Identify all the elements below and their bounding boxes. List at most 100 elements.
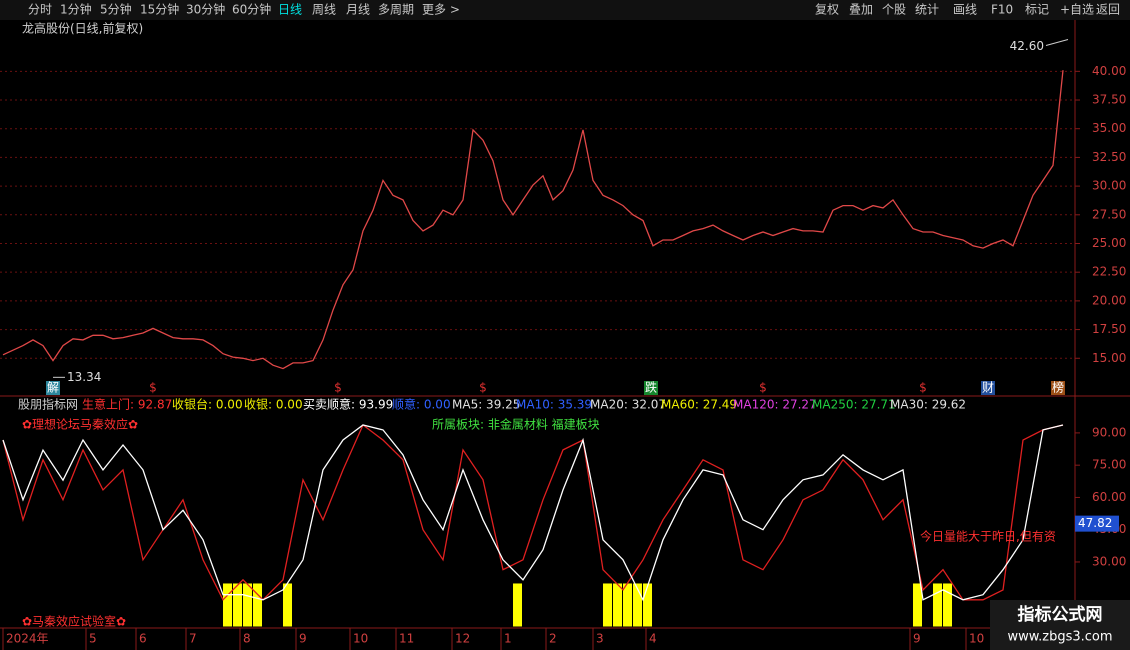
- toolbar-tab[interactable]: 更多 >: [422, 3, 460, 17]
- annotation: 所属板块: 非金属材料 福建板块: [432, 417, 600, 432]
- y-tick-label: 22.50: [1092, 265, 1126, 279]
- x-tick-label: 9: [913, 632, 921, 646]
- event-marker[interactable]: $: [149, 381, 157, 395]
- indicator-readout: MA10: 35.39: [516, 398, 592, 412]
- event-marker[interactable]: $: [759, 381, 767, 395]
- watermark-url: www.zbgs3.com: [1007, 630, 1112, 645]
- y-tick-label: 20.00: [1092, 293, 1126, 307]
- y-tick-label: 60.00: [1092, 490, 1126, 504]
- y-tick-label: 75.00: [1092, 458, 1126, 472]
- annotation: 今日量能大于昨日,但有资: [920, 529, 1056, 544]
- x-tick-label: 10: [353, 632, 368, 646]
- toolbar-button[interactable]: 个股: [882, 3, 906, 17]
- bar: [233, 583, 242, 627]
- y-tick-label: 40.00: [1092, 64, 1126, 78]
- line: [2, 70, 1064, 370]
- y-tick-label: 32.50: [1092, 150, 1126, 164]
- event-marker-bg: [981, 381, 995, 395]
- toolbar-tab[interactable]: 月线: [346, 3, 370, 17]
- toolbar-button[interactable]: 叠加: [849, 3, 873, 17]
- event-marker[interactable]: 解: [47, 381, 59, 395]
- y-tick-label: 25.00: [1092, 236, 1126, 250]
- bar: [603, 583, 612, 627]
- indicator-readout: 收银: 0.00: [244, 398, 303, 412]
- x-tick-label: 11: [399, 632, 414, 646]
- toolbar-tab[interactable]: 周线: [312, 3, 336, 17]
- indicator-readout: MA20: 32.07: [590, 398, 666, 412]
- indicator-title: 股朋指标网: [18, 397, 78, 412]
- x-tick-label: 12: [455, 632, 470, 646]
- event-marker[interactable]: 财: [982, 381, 994, 395]
- indicator-readout: 收银台: 0.00: [172, 397, 243, 412]
- x-tick-label: 8: [243, 632, 251, 646]
- bar: [913, 583, 922, 627]
- bar: [943, 583, 952, 627]
- x-tick-label: 2: [549, 632, 557, 646]
- toolbar-button[interactable]: 复权: [815, 3, 839, 17]
- x-tick-label: 7: [189, 632, 197, 646]
- bar: [933, 583, 942, 627]
- x-tick-label: 5: [89, 632, 97, 646]
- event-marker[interactable]: $: [479, 381, 487, 395]
- y-tick-label: 17.50: [1092, 322, 1126, 336]
- toolbar-button[interactable]: F10: [991, 3, 1013, 17]
- bar: [283, 583, 292, 627]
- y-tick-label: 15.00: [1092, 351, 1126, 365]
- indicator-readout: MA250: 27.71: [812, 398, 896, 412]
- toolbar-button[interactable]: +自选: [1060, 3, 1094, 17]
- x-tick-label: 6: [139, 632, 147, 646]
- toolbar-button[interactable]: 返回: [1096, 3, 1120, 17]
- line: [2, 423, 1064, 601]
- y-tick-label: 30.00: [1092, 179, 1126, 193]
- x-tick-label: 4: [649, 632, 657, 646]
- y-tick-label: 27.50: [1092, 207, 1126, 221]
- toolbar-tab[interactable]: 1分钟: [60, 2, 92, 17]
- toolbar-tab[interactable]: 30分钟: [186, 2, 225, 17]
- indicator-readout: 买卖顺意: 93.99: [303, 397, 393, 412]
- x-tick-label: 3: [596, 632, 604, 646]
- x-tick-label: 9: [299, 632, 307, 646]
- x-tick-label: 1: [504, 632, 512, 646]
- price-title: 龙高股份(日线,前复权): [22, 21, 143, 36]
- event-marker-bg: [46, 381, 60, 395]
- toolbar-tab[interactable]: 多周期: [378, 3, 414, 17]
- watermark-title: 指标公式网: [1018, 604, 1103, 625]
- event-marker[interactable]: 跌: [645, 380, 657, 395]
- event-marker[interactable]: 榜: [1052, 380, 1064, 395]
- bar: [643, 583, 652, 627]
- indicator-readout: 顺意: 0.00: [392, 397, 451, 412]
- x-tick-label: 2024年: [6, 632, 49, 646]
- toolbar-tab[interactable]: 60分钟: [232, 2, 271, 17]
- indicator-readout: MA30: 29.62: [890, 398, 966, 412]
- y-tick-label: 37.50: [1092, 93, 1126, 107]
- last-value-label: 47.82: [1078, 516, 1112, 530]
- event-marker-bg: [644, 381, 658, 395]
- toolbar-tab[interactable]: 日线: [278, 3, 302, 17]
- y-tick-label: 35.00: [1092, 121, 1126, 135]
- indicator-readout: MA120: 27.27: [733, 398, 817, 412]
- x-tick-label: 10: [969, 632, 984, 646]
- y-tick-label: 30.00: [1092, 554, 1126, 568]
- toolbar-bg: [0, 0, 1130, 20]
- toolbar-button[interactable]: 画线: [953, 3, 977, 17]
- toolbar-tab[interactable]: 分时: [28, 3, 52, 17]
- indicator-readout: 生意上门: 92.87: [82, 397, 172, 412]
- bar: [223, 583, 232, 627]
- last-value-box: [1075, 515, 1119, 532]
- event-marker-bg: [1051, 381, 1065, 395]
- annotation: ✿马秦效应试验室✿: [22, 614, 126, 629]
- toolbar-tab[interactable]: 15分钟: [140, 2, 179, 17]
- y-tick-label: 90.00: [1092, 425, 1126, 439]
- event-marker[interactable]: $: [919, 381, 927, 395]
- bar: [633, 583, 642, 627]
- low-label: 13.34: [67, 370, 101, 384]
- toolbar-button[interactable]: 统计: [915, 3, 939, 17]
- bar: [513, 583, 522, 627]
- watermark-box: [990, 600, 1130, 650]
- bar: [243, 583, 252, 627]
- toolbar-tab[interactable]: 5分钟: [100, 2, 132, 17]
- toolbar-button[interactable]: 标记: [1025, 3, 1049, 17]
- event-marker[interactable]: $: [334, 381, 342, 395]
